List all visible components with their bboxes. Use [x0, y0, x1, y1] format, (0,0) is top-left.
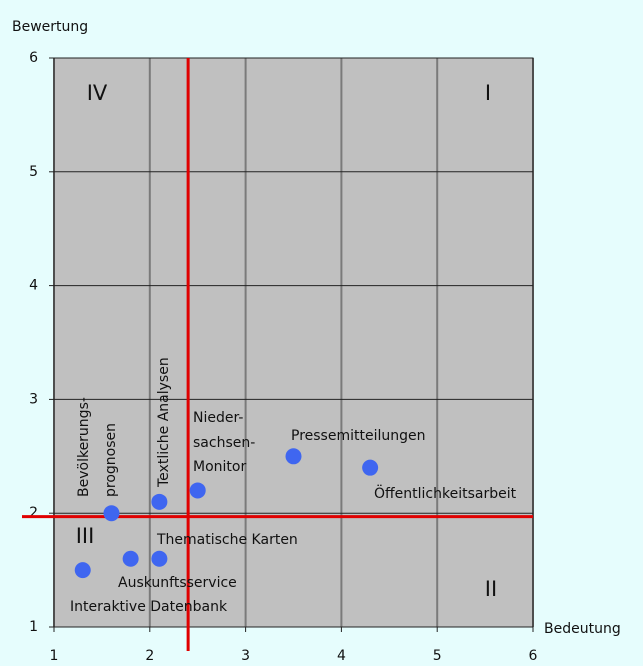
point-label: Auskunftsservice — [118, 575, 237, 591]
point-label: Öffentlichkeitsarbeit — [374, 484, 517, 502]
point — [151, 493, 168, 510]
x-tick-label: 4 — [337, 648, 346, 664]
plot-area — [54, 58, 533, 627]
y-tick-label: 3 — [29, 391, 38, 407]
x-axis-label: Bedeutung — [544, 621, 621, 637]
point-label: sachsen- — [193, 435, 255, 451]
y-tick-label: 5 — [29, 164, 38, 180]
quadrant-label: I — [485, 81, 491, 105]
quadrant-label: IV — [87, 81, 108, 105]
y-tick-label: 1 — [29, 619, 38, 635]
x-tick-label: 1 — [50, 648, 59, 664]
point — [151, 550, 168, 567]
point-label: Bevölkerungs- — [76, 397, 92, 497]
quadrant-label: III — [76, 524, 95, 548]
point — [74, 562, 91, 579]
point — [103, 505, 120, 522]
point — [189, 482, 206, 499]
point-label: Pressemitteilungen — [291, 428, 425, 444]
y-tick-label: 4 — [29, 278, 38, 294]
point-label: Monitor — [193, 459, 246, 475]
point-label: Thematische Karten — [156, 532, 298, 548]
quadrant-label: II — [485, 577, 497, 601]
y-tick-label: 2 — [29, 505, 38, 521]
point — [285, 448, 302, 465]
x-tick-label: 6 — [529, 648, 538, 664]
point — [122, 550, 139, 567]
point — [362, 459, 379, 476]
y-axis-label: Bewertung — [12, 19, 88, 35]
x-tick-label: 5 — [433, 648, 442, 664]
point-label: Interaktive Datenbank — [70, 599, 228, 615]
x-tick-label: 2 — [145, 648, 154, 664]
x-tick-label: 3 — [241, 648, 250, 664]
point-label: prognosen — [103, 423, 119, 497]
point-label: Nieder- — [193, 410, 243, 426]
point-label: Textliche Analysen — [156, 357, 172, 488]
plot-border — [53, 57, 534, 628]
y-tick-label: 6 — [29, 50, 38, 66]
